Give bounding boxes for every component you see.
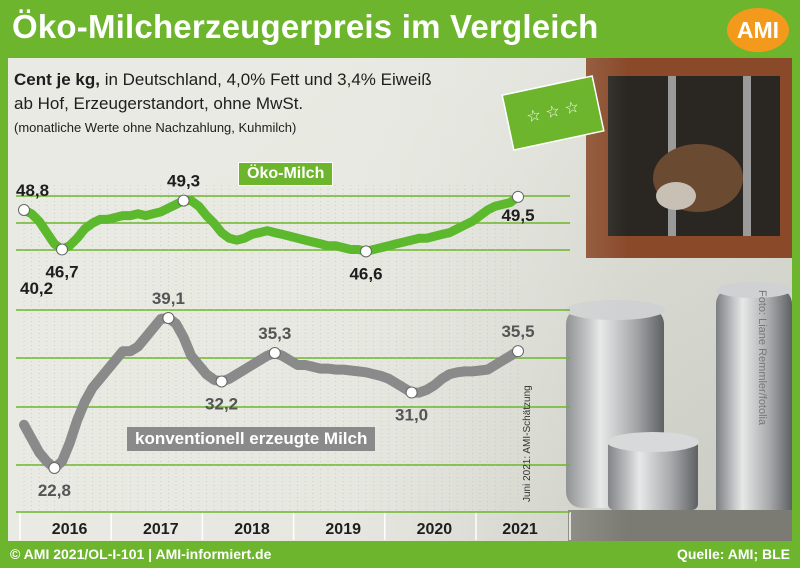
chart-title: Öko-Milcherzeugerpreis im Vergleich: [12, 8, 599, 45]
conv-data-point: [405, 386, 418, 399]
eco-data-point: [56, 243, 68, 256]
photo-credit: Foto: Liane Remmler/fotolia: [756, 290, 768, 426]
value-labels: 48,8 46,7 49,3 46,6 49,5 22,8 39,1 32,2 35,3 31,0…: [16, 172, 535, 500]
x-tick-label: 2017: [143, 521, 179, 538]
eco-value-label: 46,6: [349, 264, 382, 283]
conv-data-point: [512, 345, 524, 358]
conv-value-label: 22,8: [38, 481, 71, 500]
subtitle-line-1: Cent je kg, in Deutschland, 4,0% Fett un…: [14, 70, 432, 90]
eco-value-label: 48,8: [16, 181, 49, 200]
x-tick-label: 2019: [325, 521, 361, 538]
eco-data-point: [512, 190, 524, 203]
eco-data-point: [18, 204, 30, 216]
subtitle-line-3: (monatliche Werte ohne Nachzahlung, Kuhm…: [14, 120, 297, 135]
x-tick-label: 2018: [234, 521, 270, 538]
legend-eco-milk: Öko-Milch: [238, 162, 334, 186]
unit-label: Cent je kg,: [14, 70, 100, 89]
chart-panel: [8, 58, 792, 541]
estimate-note: Juni 2021: AMI-Schätzung: [522, 385, 533, 502]
footer-source: Quelle: AMI; BLE: [676, 546, 790, 562]
conv-data-point: [215, 375, 228, 388]
conv-value-label: 32,2: [205, 395, 238, 414]
eco-series-line: [19, 192, 523, 256]
subtitle-line-2: ab Hof, Erzeugerstandort, ohne MwSt.: [14, 94, 304, 113]
x-axis-labels: 2016 2017 2018 2019 2020 2021: [52, 521, 538, 538]
x-tick-label: 2021: [502, 521, 538, 538]
photo-background: [8, 58, 792, 541]
eco-data-point: [360, 245, 372, 258]
conv-value-label: 39,1: [152, 289, 185, 308]
conv-data-point: [48, 462, 61, 474]
axis-value-label: 40,2: [20, 279, 53, 298]
conv-value-label: 31,0: [395, 406, 428, 425]
x-tick-label: 2016: [52, 521, 88, 538]
x-tick-label: 2020: [417, 521, 453, 538]
year-dividers: [16, 511, 571, 540]
conv-value-label: 35,3: [258, 324, 291, 343]
eu-organic-leaf-icon: ☆ ☆ ☆: [501, 75, 605, 151]
footer-copyright: © AMI 2021/OL-I-101 | AMI-informiert.de: [10, 546, 272, 562]
subtitle-line-1-rest: in Deutschland, 4,0% Fett und 3,4% Eiwei…: [99, 70, 432, 89]
eco-data-point: [177, 194, 190, 207]
eco-value-label: 49,3: [167, 172, 200, 191]
eco-value-label: 46,7: [45, 262, 78, 281]
legend-conventional-milk: konventionell erzeugte Milch: [127, 427, 376, 451]
conv-value-label: 35,5: [501, 322, 534, 341]
series-markers: [18, 190, 524, 474]
conv-data-point: [268, 347, 281, 359]
eco-value-label: 49,5: [501, 206, 534, 225]
ami-logo: AMI: [727, 8, 789, 52]
conv-data-point: [162, 312, 175, 325]
